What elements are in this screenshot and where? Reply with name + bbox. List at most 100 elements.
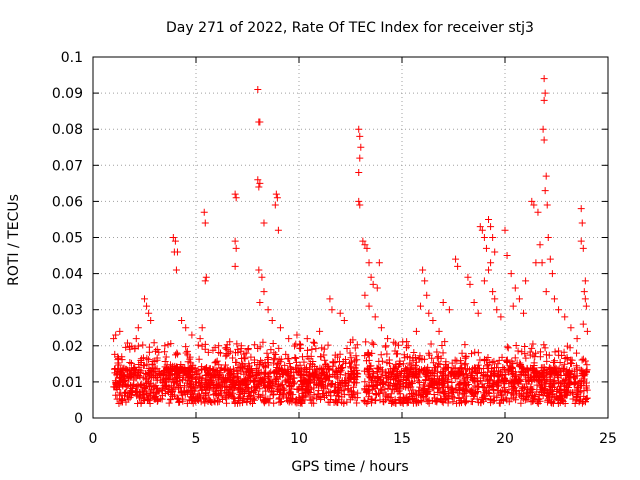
noise-point: [286, 383, 294, 391]
data-point: [522, 277, 530, 285]
noise-point: [112, 383, 120, 391]
noise-point: [310, 384, 318, 392]
noise-point: [434, 388, 442, 396]
noise-point: [489, 386, 497, 394]
noise-point: [500, 383, 508, 391]
noise-point: [121, 380, 129, 388]
y-tick-label: 0.08: [52, 122, 83, 138]
noise-point: [494, 360, 502, 368]
noise-point: [528, 344, 536, 352]
noise-point: [382, 342, 390, 350]
noise-point: [554, 374, 562, 382]
noise-point: [541, 380, 549, 388]
noise-point: [442, 371, 450, 379]
data-point: [171, 237, 179, 245]
noise-point: [257, 357, 265, 365]
noise-point: [338, 398, 346, 406]
noise-point: [529, 391, 537, 399]
noise-point: [155, 370, 163, 378]
noise-point: [266, 384, 274, 392]
noise-point: [172, 374, 180, 382]
noise-point: [566, 380, 574, 388]
noise-point: [479, 395, 487, 403]
y-tick-label: 0.02: [52, 339, 83, 355]
noise-point: [451, 374, 459, 382]
noise-point: [382, 391, 390, 399]
noise-point: [238, 354, 246, 362]
noise-point: [512, 396, 520, 404]
noise-point: [136, 390, 144, 398]
noise-point: [327, 381, 335, 389]
noise-point: [271, 354, 279, 362]
noise-point: [551, 369, 559, 377]
noise-point: [144, 377, 152, 385]
noise-point: [517, 363, 525, 371]
noise-point: [571, 378, 579, 386]
noise-point: [551, 348, 559, 356]
noise-point: [317, 353, 325, 361]
noise-point: [412, 361, 420, 369]
noise-point: [348, 358, 356, 366]
noise-point: [572, 362, 580, 370]
data-point: [384, 335, 392, 343]
noise-point: [575, 389, 583, 397]
data-point: [419, 266, 427, 274]
noise-point: [316, 375, 324, 383]
noise-point: [269, 340, 277, 347]
data-point: [425, 309, 433, 317]
data-point: [355, 197, 363, 205]
noise-point: [179, 365, 187, 373]
y-axis-label: ROTI / TECUs: [6, 194, 22, 286]
noise-point: [374, 365, 382, 373]
noise-point: [504, 344, 512, 352]
noise-point: [246, 392, 254, 400]
noise-point: [430, 381, 438, 389]
noise-point: [322, 392, 330, 400]
noise-point: [162, 365, 170, 373]
noise-point: [416, 352, 424, 360]
noise-point: [257, 374, 265, 382]
data-point: [336, 309, 344, 317]
data-point: [528, 197, 536, 205]
noise-point: [555, 347, 563, 355]
noise-point: [242, 369, 250, 377]
noise-point: [368, 399, 376, 407]
data-point: [255, 266, 263, 274]
noise-point: [551, 395, 559, 403]
data-point: [231, 237, 239, 245]
data-point: [355, 169, 363, 177]
noise-point: [147, 367, 155, 375]
noise-point: [437, 354, 445, 362]
data-point: [577, 205, 585, 213]
data-point: [452, 255, 460, 263]
noise-point: [368, 349, 376, 357]
noise-point: [415, 391, 423, 399]
noise-point: [281, 361, 289, 369]
data-point: [143, 302, 151, 310]
noise-point: [124, 366, 132, 374]
noise-point: [161, 348, 169, 356]
noise-point: [145, 392, 153, 400]
y-tick-label: 0.1: [61, 50, 83, 66]
noise-point: [467, 350, 475, 358]
noise-point: [122, 343, 130, 351]
noise-point: [512, 342, 520, 350]
noise-point: [317, 380, 325, 388]
data-point: [178, 317, 186, 325]
noise-point: [210, 390, 218, 398]
noise-point: [182, 343, 190, 351]
data-point: [487, 259, 495, 267]
noise-point: [347, 387, 355, 395]
noise-point: [483, 362, 491, 370]
noise-point: [197, 365, 205, 373]
noise-point: [202, 375, 210, 383]
noise-point: [538, 389, 546, 397]
noise-point: [245, 362, 253, 370]
noise-point: [540, 341, 548, 349]
data-point: [541, 187, 549, 195]
noise-point: [536, 353, 544, 361]
data-point: [539, 125, 547, 133]
noise-point: [521, 396, 529, 404]
noise-point: [286, 360, 294, 368]
